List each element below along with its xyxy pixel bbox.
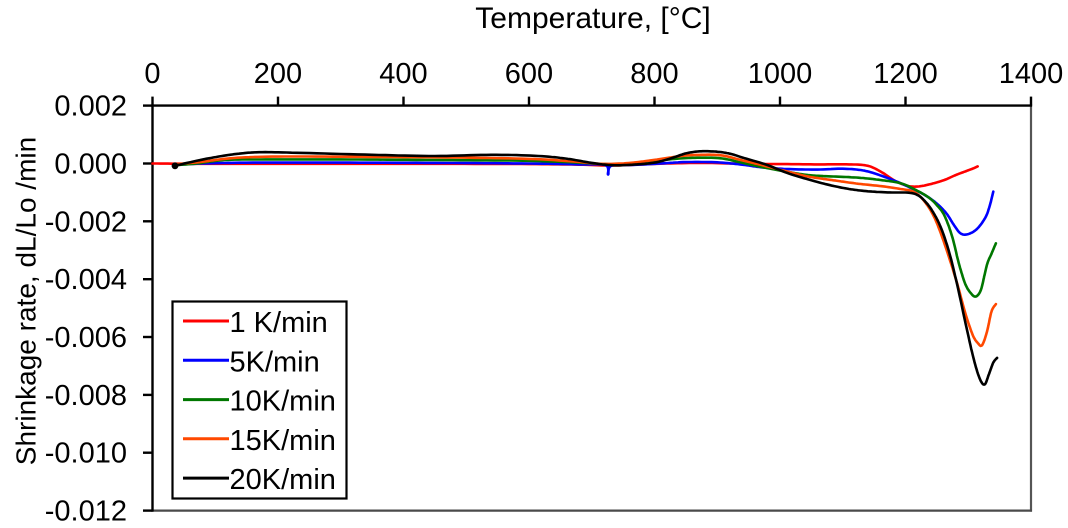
svg-text:-0.006: -0.006 (45, 322, 127, 354)
svg-text:-0.008: -0.008 (45, 380, 127, 412)
svg-text:0.002: 0.002 (54, 91, 127, 123)
svg-text:1 K/min: 1 K/min (230, 307, 328, 339)
svg-text:400: 400 (379, 58, 427, 90)
svg-text:Shrinkage rate, dL/Lo /min: Shrinkage rate, dL/Lo /min (11, 137, 42, 465)
svg-text:1400: 1400 (999, 58, 1064, 90)
svg-text:0.000: 0.000 (54, 149, 127, 181)
svg-text:10K/min: 10K/min (230, 386, 336, 418)
svg-text:-0.010: -0.010 (45, 438, 127, 470)
svg-text:15K/min: 15K/min (230, 425, 336, 457)
svg-text:1000: 1000 (748, 58, 813, 90)
svg-text:0: 0 (144, 58, 160, 90)
svg-text:-0.012: -0.012 (45, 496, 127, 528)
svg-text:-0.002: -0.002 (45, 206, 127, 238)
svg-text:5K/min: 5K/min (230, 346, 320, 378)
svg-text:1200: 1200 (873, 58, 938, 90)
svg-text:20K/min: 20K/min (230, 464, 336, 496)
svg-text:-0.004: -0.004 (45, 264, 127, 296)
svg-text:600: 600 (505, 58, 553, 90)
svg-text:Temperature, [°C]: Temperature, [°C] (475, 2, 710, 35)
svg-text:800: 800 (630, 58, 678, 90)
svg-text:200: 200 (254, 58, 302, 90)
